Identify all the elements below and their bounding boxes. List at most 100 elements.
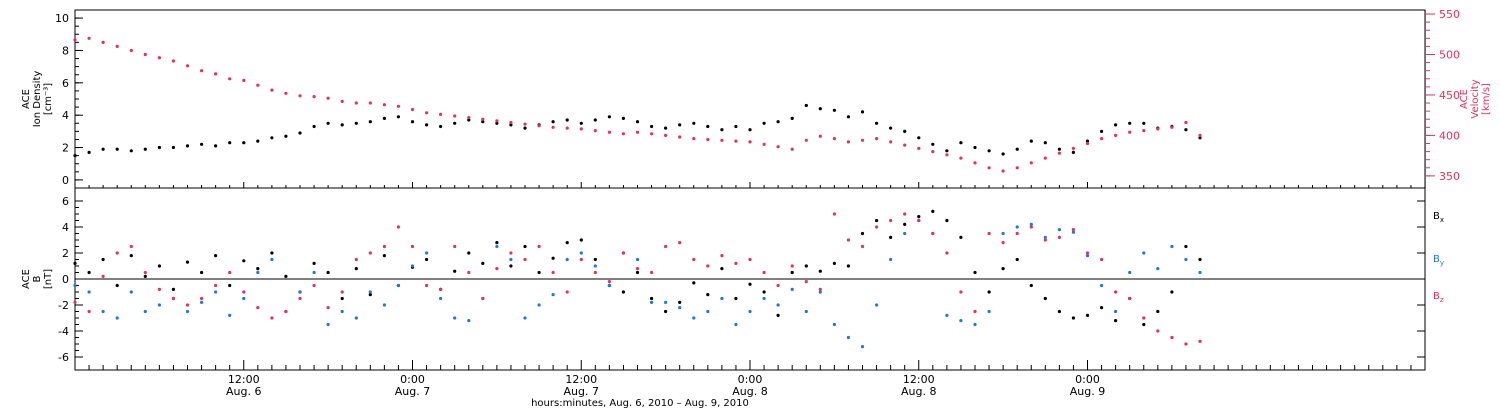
bz-point	[284, 309, 288, 314]
velocity-point	[1085, 141, 1090, 146]
ion-density-point	[87, 150, 91, 154]
ion-density-point	[762, 121, 766, 125]
by-point	[87, 290, 91, 294]
bx-point	[903, 222, 907, 226]
b-tick-label: 0	[62, 273, 69, 286]
bx-point	[354, 267, 358, 271]
velocity-point	[734, 139, 738, 143]
bz-point	[607, 280, 612, 284]
bz-point	[973, 309, 977, 314]
bz-point	[214, 283, 218, 288]
bx-point	[1071, 316, 1075, 320]
bz-point	[495, 267, 499, 271]
by-point	[860, 345, 865, 349]
right-tick-label: 400	[1439, 129, 1460, 142]
x-tick-day: Aug. 7	[395, 385, 430, 398]
left-axis-label-line: ACE	[21, 89, 32, 109]
bz-point	[523, 257, 527, 262]
ion-density-point	[959, 141, 963, 145]
bz-point	[185, 303, 190, 307]
by-point	[326, 322, 330, 327]
bz-point	[706, 264, 710, 268]
legend-base: B	[1433, 291, 1440, 302]
by-point	[1029, 222, 1033, 226]
velocity-point	[790, 147, 794, 151]
ion-density-point	[973, 145, 977, 150]
bz-point	[115, 251, 119, 255]
bx-point	[481, 261, 485, 265]
bx-point	[1100, 306, 1104, 310]
velocity-point	[1114, 133, 1118, 137]
velocity-point	[720, 138, 724, 142]
left-tick-label: 8	[62, 44, 69, 57]
bx-point	[776, 313, 780, 317]
ion-density-point	[565, 118, 569, 122]
velocity-point	[1128, 130, 1132, 134]
b-tick-label: 2	[62, 247, 69, 260]
bx-point	[242, 259, 246, 263]
bx-point	[959, 235, 963, 239]
ion-density-point	[593, 118, 597, 122]
bz-point	[917, 218, 921, 223]
x-tick-time: 12:00	[228, 373, 260, 386]
bx-point	[1085, 313, 1090, 317]
bz-point	[889, 218, 893, 223]
velocity-point	[1198, 133, 1202, 137]
bx-point	[593, 257, 597, 262]
by-point	[945, 313, 949, 317]
by-point	[607, 283, 612, 288]
bx-point	[846, 264, 851, 268]
ion-density-point	[917, 136, 921, 140]
legend-sub: z	[1440, 296, 1444, 304]
ion-density-point	[664, 126, 668, 130]
bz-point	[1043, 238, 1047, 242]
velocity-point	[1029, 161, 1033, 165]
bx-point	[1114, 319, 1118, 323]
ion-density-point	[509, 123, 513, 127]
bz-point	[846, 238, 851, 242]
bx-point	[537, 270, 541, 275]
bx-point	[453, 269, 457, 273]
left-tick-label: 10	[55, 12, 69, 25]
ion-density-point	[1015, 147, 1019, 151]
bz-point	[804, 280, 808, 284]
ion-density-point	[804, 103, 808, 108]
velocity-point	[200, 69, 204, 73]
bz-point	[664, 244, 668, 249]
right-axis-label-line: [km/s]	[1481, 83, 1492, 115]
velocity-point	[326, 96, 330, 100]
bx-point	[284, 274, 288, 278]
velocity-point	[523, 122, 527, 126]
b-axis-label-line: [nT]	[43, 269, 54, 289]
by-point	[1001, 231, 1005, 236]
right-tick-label: 450	[1439, 89, 1460, 102]
by-point	[973, 322, 977, 327]
velocity-point	[664, 133, 668, 137]
by-point	[453, 316, 457, 320]
bx-point	[635, 270, 640, 275]
velocity-point	[256, 83, 260, 87]
ion-density-point	[171, 145, 175, 150]
velocity-point	[973, 161, 977, 165]
velocity-point	[368, 101, 372, 105]
bz-point	[832, 212, 837, 216]
by-point	[579, 251, 583, 255]
bz-point	[340, 290, 344, 294]
velocity-point	[818, 134, 822, 138]
bz-point	[903, 212, 907, 216]
bz-point	[1184, 342, 1188, 346]
bx-point	[1015, 257, 1019, 262]
by-point	[720, 296, 724, 301]
ion-density-point	[1085, 139, 1090, 143]
ion-density-point	[734, 124, 738, 129]
bx-point	[1184, 244, 1188, 249]
ion-density-point	[1128, 121, 1132, 125]
bx-point	[579, 238, 583, 242]
by-point	[256, 270, 260, 275]
ion-density-point	[748, 128, 752, 132]
bz-point	[579, 257, 583, 262]
by-point	[818, 290, 822, 294]
ion-density-point	[157, 145, 161, 150]
bz-point	[1100, 257, 1104, 262]
